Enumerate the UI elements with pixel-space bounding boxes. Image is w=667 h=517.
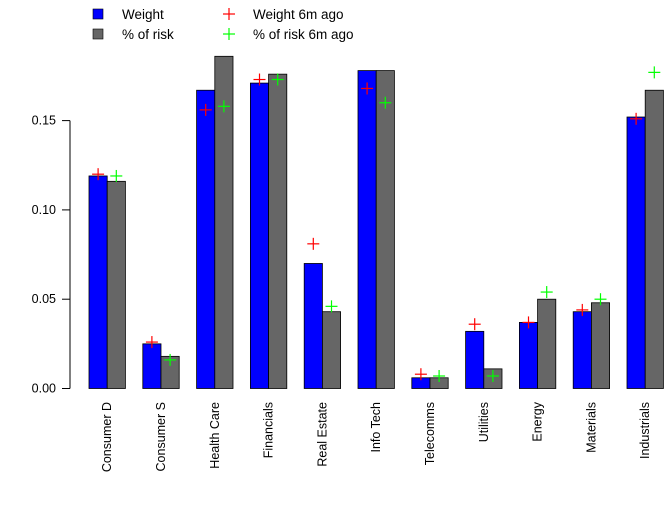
bar-of-risk-info-tech: [375, 70, 395, 389]
bar-weight-energy: [519, 322, 539, 389]
legend-swatch: [92, 28, 104, 40]
marker-of-risk-6m-ago-info-tech: [379, 96, 392, 109]
marker-weight-6m-ago-financials: [253, 73, 266, 86]
x-tick-label-materials: Materials: [584, 402, 598, 453]
bar-of-risk-health-care: [214, 55, 234, 389]
bar-of-risk-consumer-d: [106, 180, 126, 389]
marker-of-risk-6m-ago-telecomms: [433, 369, 446, 382]
y-tick-label: 0.00: [32, 382, 56, 396]
legend-plus-marker: [223, 28, 235, 40]
marker-weight-6m-ago-info-tech: [361, 82, 374, 95]
y-tick-label: 0.15: [32, 114, 56, 128]
x-tick-label-energy: Energy: [531, 401, 545, 441]
marker-weight-6m-ago-real-estate: [307, 237, 320, 250]
bar-weight-info-tech: [357, 70, 377, 389]
x-tick-label-financials: Financials: [262, 402, 276, 458]
marker-of-risk-6m-ago-consumer-d: [110, 169, 123, 182]
legend-label: % of risk: [122, 27, 174, 42]
markers-layer: [92, 66, 661, 382]
legend-swatch: [92, 8, 104, 20]
legend-label: Weight 6m ago: [253, 7, 344, 22]
legend-item-weight: Weight: [92, 7, 164, 22]
x-tick-label-industrials: Industrials: [638, 402, 652, 459]
marker-weight-6m-ago-energy: [522, 316, 535, 329]
bar-of-risk-industrials: [644, 89, 664, 389]
bar-weight-health-care: [196, 89, 216, 389]
marker-weight-6m-ago-utilities: [468, 318, 481, 331]
marker-of-risk-6m-ago-materials: [594, 293, 607, 306]
legend-label: % of risk 6m ago: [253, 27, 354, 42]
legend-item-of-risk-6m-ago: % of risk 6m ago: [223, 27, 354, 42]
legend: Weight % of risk Weight 6m ago % of risk 6m…: [92, 7, 354, 42]
bar-weight-financials: [249, 82, 269, 389]
bar-of-risk-real-estate: [321, 311, 341, 389]
marker-weight-6m-ago-health-care: [199, 103, 212, 116]
legend-label: Weight: [122, 7, 164, 22]
marker-of-risk-6m-ago-energy: [540, 286, 553, 299]
marker-weight-6m-ago-consumer-s: [145, 336, 158, 349]
marker-of-risk-6m-ago-health-care: [217, 100, 230, 113]
bar-weight-consumer-s: [142, 343, 162, 389]
legend-item-of-risk: % of risk: [92, 27, 174, 42]
marker-of-risk-6m-ago-utilities: [486, 369, 499, 382]
bar-weight-materials: [572, 311, 592, 389]
marker-of-risk-6m-ago-industrials: [648, 66, 661, 79]
bars-layer: [88, 55, 664, 389]
bar-of-risk-materials: [591, 302, 611, 389]
legend-plus-marker: [223, 8, 235, 20]
legend-item-weight-6m-ago: Weight 6m ago: [223, 7, 344, 22]
bar-weight-consumer-d: [88, 175, 108, 389]
marker-of-risk-6m-ago-consumer-s: [164, 353, 177, 366]
marker-weight-6m-ago-materials: [576, 303, 589, 316]
marker-weight-6m-ago-telecomms: [414, 368, 427, 381]
marker-weight-6m-ago-industrials: [630, 112, 643, 125]
marker-of-risk-6m-ago-financials: [271, 73, 284, 86]
bar-weight-real-estate: [303, 263, 323, 389]
bar-weight-utilities: [465, 330, 485, 389]
x-tick-label-consumer-s: Consumer S: [154, 402, 168, 471]
marker-weight-6m-ago-consumer-d: [92, 168, 105, 181]
x-tick-label-real-estate: Real Estate: [315, 402, 329, 467]
x-tick-label-health-care: Health Care: [208, 402, 222, 469]
x-tick-label-utilities: Utilities: [477, 402, 491, 442]
y-tick-label: 0.10: [32, 203, 56, 217]
bar-weight-industrials: [626, 116, 646, 389]
bar-of-risk-financials: [268, 73, 288, 389]
x-axis-labels: Consumer D Consumer S Health Care Financial…: [100, 401, 652, 472]
x-tick-label-info-tech: Info Tech: [369, 402, 383, 453]
x-tick-label-telecomms: Telecomms: [423, 402, 437, 465]
marker-of-risk-6m-ago-real-estate: [325, 300, 338, 313]
y-tick-label: 0.05: [32, 292, 56, 306]
x-tick-label-consumer-d: Consumer D: [100, 402, 114, 472]
bar-of-risk-energy: [537, 298, 557, 389]
y-axis: 0.00 0.05 0.10 0.15: [32, 114, 71, 396]
